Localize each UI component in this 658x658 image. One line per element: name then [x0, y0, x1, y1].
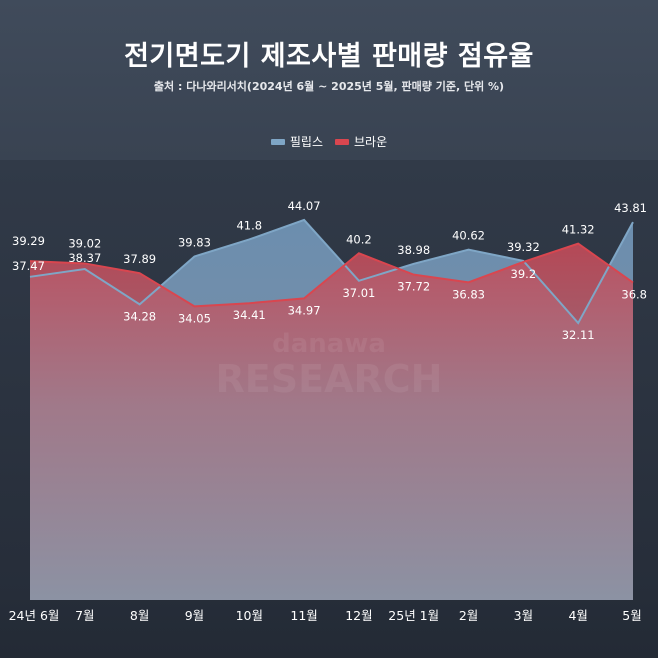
value-label-philips-3: 39.83: [178, 235, 211, 249]
value-label-braun-11: 36.8: [621, 288, 647, 302]
x-tick-label-11: 5월: [622, 608, 641, 623]
point-braun-4: [247, 301, 251, 305]
legend-item-braun[interactable]: 브라운: [335, 133, 387, 150]
chart-title: 전기면도기 제조사별 판매량 점유율: [124, 41, 534, 72]
value-label-philips-9: 39.32: [507, 240, 540, 254]
x-tick-label-1: 7월: [75, 608, 94, 623]
value-label-philips-4: 41.8: [236, 218, 262, 232]
legend-label-braun: 브라운: [354, 135, 388, 149]
x-tick-label-4: 10월: [236, 608, 263, 623]
x-tick-label-2: 8월: [130, 608, 149, 623]
value-label-philips-6: 37.01: [342, 286, 375, 300]
x-tick-label-3: 9월: [185, 608, 204, 623]
point-braun-9: [521, 260, 525, 264]
x-tick-label-7: 25년 1월: [388, 608, 439, 623]
value-label-braun-10: 41.32: [562, 223, 595, 237]
point-philips-8: [467, 248, 471, 252]
value-label-braun-7: 37.72: [397, 280, 430, 294]
point-philips-4: [247, 237, 251, 241]
value-label-braun-9: 39.2: [511, 267, 537, 281]
value-label-braun-4: 34.41: [233, 308, 266, 322]
x-tick-label-9: 3월: [514, 608, 533, 623]
point-philips-11: [631, 220, 635, 224]
point-philips-6: [357, 279, 361, 283]
legend: 필립스 브라운: [0, 133, 658, 150]
x-tick-label-6: 12월: [345, 608, 372, 623]
x-tick-label-10: 4월: [568, 608, 587, 623]
legend-label-philips: 필립스: [289, 135, 323, 149]
area-braun: [30, 243, 633, 601]
series-line-philips: [29, 218, 634, 325]
x-tick-label-8: 2월: [459, 608, 478, 623]
point-philips-7: [412, 262, 416, 266]
point-philips-0: [28, 275, 32, 279]
point-philips-1: [83, 267, 87, 271]
value-label-philips-2: 34.28: [123, 309, 156, 323]
point-philips-3: [192, 254, 196, 258]
point-philips-10: [576, 321, 580, 325]
point-braun-5: [302, 296, 306, 300]
value-label-philips-7: 38.98: [397, 243, 430, 257]
legend-item-philips[interactable]: 필립스: [270, 133, 323, 150]
point-braun-8: [467, 280, 471, 284]
point-braun-2: [138, 271, 142, 275]
x-tick-label-5: 11월: [290, 608, 317, 623]
value-label-braun-3: 34.05: [178, 311, 211, 325]
point-philips-2: [138, 302, 142, 306]
value-label-philips-1: 38.37: [68, 251, 101, 265]
point-braun-3: [192, 304, 196, 308]
value-label-philips-8: 40.62: [452, 229, 485, 243]
point-braun-10: [576, 242, 580, 246]
value-label-braun-0: 39.29: [12, 234, 45, 248]
chart-subtitle: 출처 : 다나와리서치(2024년 6월 ~ 2025년 5월, 판매량 기준,…: [153, 80, 505, 93]
value-label-braun-8: 36.83: [452, 287, 485, 301]
legend-swatch-philips: [270, 138, 285, 145]
point-philips-5: [302, 218, 306, 222]
value-label-braun-2: 37.89: [123, 252, 156, 266]
value-label-philips-10: 32.11: [562, 328, 595, 342]
value-label-braun-6: 40.2: [346, 232, 372, 246]
value-label-braun-5: 34.97: [288, 303, 321, 317]
point-braun-11: [631, 281, 635, 285]
value-label-philips-11: 43.81: [614, 201, 647, 215]
point-braun-6: [357, 251, 361, 255]
watermark-bottom: RESEARCH: [216, 357, 443, 401]
series-line-braun: [29, 242, 634, 308]
x-tick-label-0: 24년 6월: [9, 608, 60, 623]
value-label-braun-1: 39.02: [68, 236, 101, 250]
watermark-top: danawa: [272, 329, 386, 359]
legend-swatch-braun: [335, 138, 349, 145]
point-braun-7: [412, 273, 416, 277]
value-label-philips-0: 37.47: [12, 259, 45, 273]
value-label-philips-5: 44.07: [288, 199, 321, 213]
